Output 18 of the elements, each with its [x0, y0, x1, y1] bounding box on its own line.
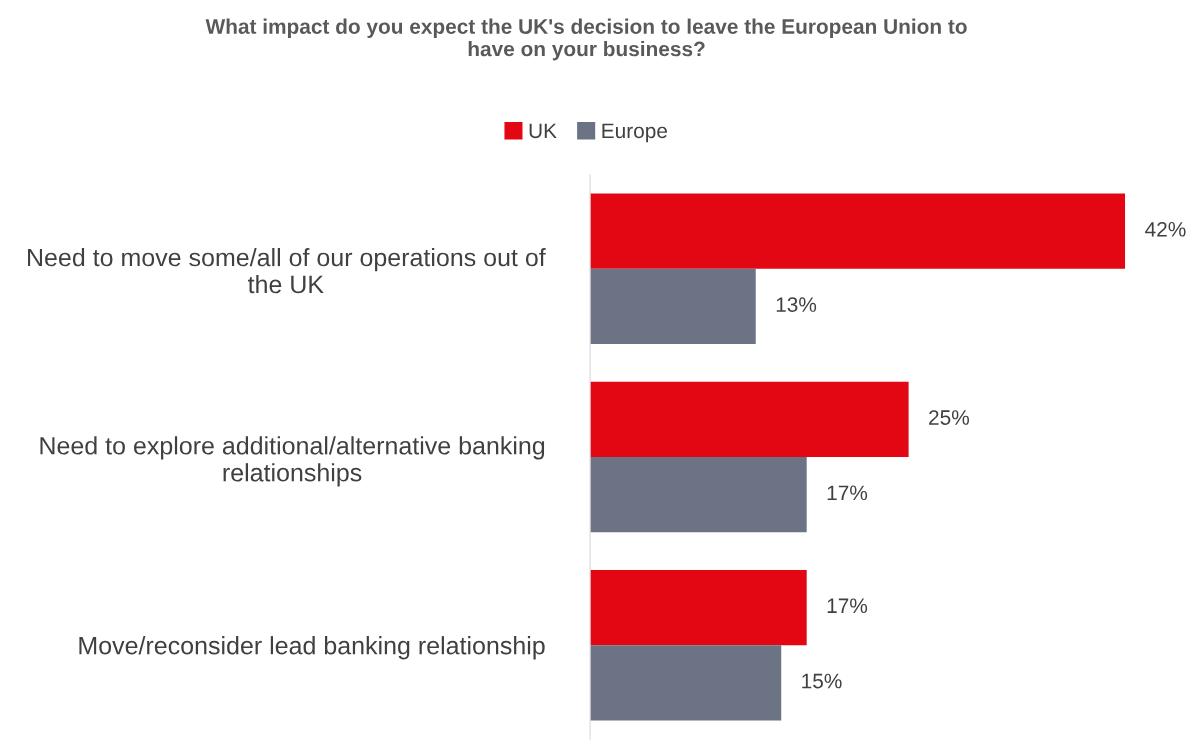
bar [590, 381, 909, 457]
legend-label: UK [529, 123, 557, 139]
data-label: 17% [827, 598, 868, 614]
bar [590, 268, 756, 345]
bar [590, 645, 782, 721]
y-tick-label: Need to move some/all of our operations out of the UK [28, 248, 546, 294]
bar [590, 193, 1126, 269]
legend-label: Europe [602, 123, 667, 143]
data-label: 13% [776, 297, 817, 312]
bar [590, 569, 807, 646]
y-tick-label: Move/reconsider lead banking relationship [79, 636, 545, 660]
data-label: 15% [802, 673, 842, 689]
data-label: 25% [929, 410, 970, 425]
chart-title: What impact do you expect the UK's decision to leave the European Union to have on your business? [205, 18, 967, 61]
data-label: 42% [1145, 221, 1186, 237]
bar [590, 456, 807, 533]
y-tick-label: Need to explore additional/alternative banking relationships [40, 436, 545, 487]
data-label: 17% [827, 485, 868, 501]
